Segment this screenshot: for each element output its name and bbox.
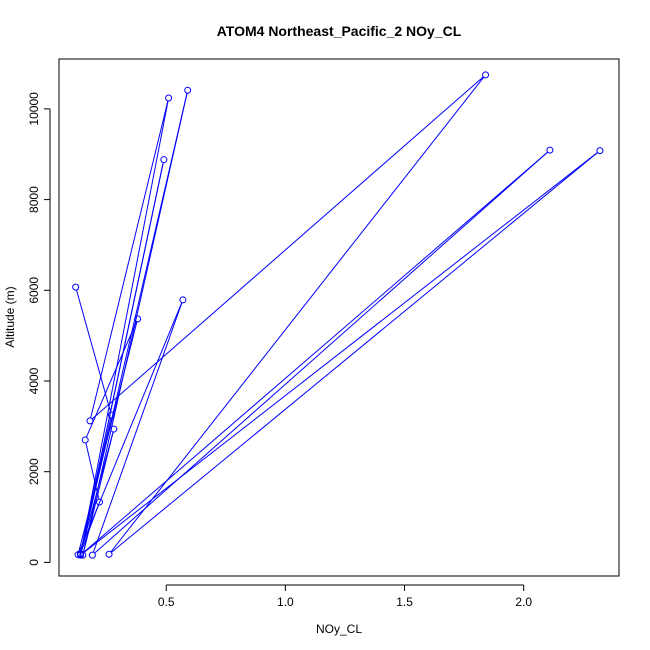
plot-frame	[58, 58, 620, 577]
y-tick-label: 6000	[27, 277, 41, 304]
data-point	[86, 417, 94, 425]
y-tick-label: 8000	[27, 186, 41, 213]
y-tick-label: 4000	[27, 367, 41, 394]
y-tick-label: 10000	[27, 92, 41, 126]
series-line-segment	[82, 151, 548, 554]
y-tick-label: 0	[27, 559, 41, 566]
data-point	[105, 550, 113, 558]
y-ticks: 0 2000 4000 6000 8000 10000	[27, 92, 50, 566]
data-point	[81, 436, 89, 444]
y-tick-label: 2000	[27, 458, 41, 485]
data-point	[596, 147, 604, 155]
x-axis-label: NOy_CL	[316, 622, 362, 636]
data-point	[179, 296, 187, 304]
series-line-segment	[85, 442, 100, 500]
x-tick-label: 0.5	[158, 595, 175, 609]
x-tick-label: 1.5	[396, 595, 413, 609]
data-point	[110, 425, 118, 433]
series-line-segment	[82, 152, 598, 554]
data-point	[184, 86, 192, 94]
y-axis-label: Altitude (m)	[3, 286, 17, 347]
series-line-segment	[92, 302, 183, 553]
series-line-segment	[85, 321, 137, 438]
data-point	[482, 71, 490, 79]
data-point	[76, 550, 84, 558]
series-line-segment	[78, 321, 138, 552]
data-point	[134, 315, 142, 323]
series-layer	[72, 71, 604, 559]
y-axis: 0 2000 4000 6000 8000 10000	[27, 92, 51, 566]
data-point	[546, 146, 554, 154]
chart-title: ATOM4 Northeast_Pacific_2 NOy_CL	[217, 23, 462, 39]
data-point	[88, 551, 96, 559]
x-axis: 0.5 1.0 1.5 2.0	[158, 584, 532, 609]
series-line-segment	[90, 100, 169, 419]
series-line-segment	[110, 76, 485, 553]
data-point	[165, 94, 173, 102]
series-line-segment	[83, 93, 188, 553]
x-tick-label: 1.0	[277, 595, 294, 609]
data-point	[160, 156, 168, 164]
series-line-segment	[111, 152, 598, 553]
x-ticks: 0.5 1.0 1.5 2.0	[158, 585, 532, 609]
data-point	[72, 283, 80, 291]
series-line-segment	[76, 289, 112, 413]
series-line-segment	[94, 151, 548, 554]
x-tick-label: 2.0	[515, 595, 532, 609]
series-line-segment	[81, 504, 99, 552]
data-point	[107, 411, 115, 419]
series-line-segment	[80, 100, 169, 552]
data-point	[96, 498, 104, 506]
